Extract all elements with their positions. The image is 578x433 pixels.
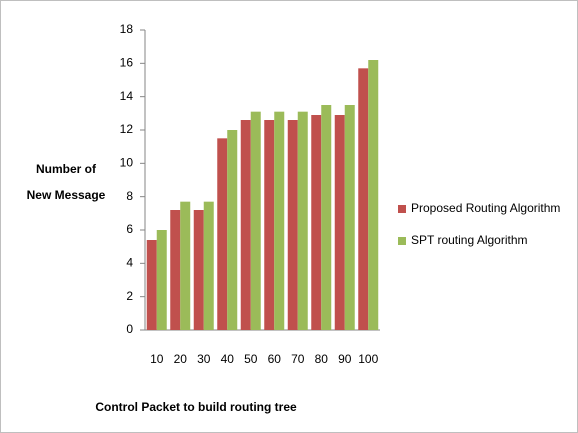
bar bbox=[146, 240, 157, 330]
bar bbox=[240, 120, 251, 330]
x-tick-label: 100 bbox=[358, 352, 378, 366]
y-axis-label: Number of bbox=[36, 162, 97, 176]
bar bbox=[358, 68, 369, 330]
bar bbox=[227, 130, 238, 330]
y-tick-label: 4 bbox=[126, 256, 133, 270]
bar bbox=[217, 138, 228, 330]
bar bbox=[264, 120, 275, 330]
y-tick-label: 16 bbox=[120, 56, 134, 70]
y-axis-label: New Message bbox=[27, 188, 106, 202]
y-tick-label: 0 bbox=[126, 322, 133, 336]
legend-label: Proposed Routing Algorithm bbox=[411, 201, 560, 215]
bar bbox=[180, 201, 191, 330]
x-tick-label: 50 bbox=[244, 352, 258, 366]
x-tick-label: 20 bbox=[174, 352, 188, 366]
bar bbox=[311, 115, 322, 330]
bar bbox=[287, 120, 298, 330]
bar bbox=[274, 111, 285, 331]
bar bbox=[297, 111, 308, 331]
x-tick-label: 10 bbox=[150, 352, 164, 366]
legend-swatch bbox=[398, 237, 406, 245]
y-tick-label: 18 bbox=[120, 22, 134, 36]
x-tick-label: 40 bbox=[221, 352, 235, 366]
y-tick-label: 6 bbox=[126, 222, 133, 236]
bar bbox=[321, 105, 332, 330]
x-tick-label: 60 bbox=[268, 352, 282, 366]
x-axis-label: Control Packet to build routing tree bbox=[95, 400, 297, 414]
y-tick-label: 10 bbox=[120, 156, 134, 170]
x-tick-label: 70 bbox=[291, 352, 305, 366]
x-tick-label: 90 bbox=[338, 352, 352, 366]
x-tick-label: 30 bbox=[197, 352, 211, 366]
legend-label: SPT routing Algorithm bbox=[411, 233, 528, 247]
legend-swatch bbox=[398, 205, 406, 213]
y-tick-label: 2 bbox=[126, 289, 133, 303]
y-tick-label: 8 bbox=[126, 189, 133, 203]
y-tick-label: 12 bbox=[120, 122, 134, 136]
bar bbox=[368, 60, 379, 330]
bar bbox=[170, 210, 181, 330]
bar bbox=[344, 105, 355, 330]
bar bbox=[156, 230, 167, 330]
bar bbox=[193, 210, 204, 330]
bar bbox=[334, 115, 345, 330]
x-tick-label: 80 bbox=[315, 352, 329, 366]
bar bbox=[250, 111, 261, 331]
y-tick-label: 14 bbox=[120, 89, 134, 103]
bar bbox=[203, 201, 214, 330]
